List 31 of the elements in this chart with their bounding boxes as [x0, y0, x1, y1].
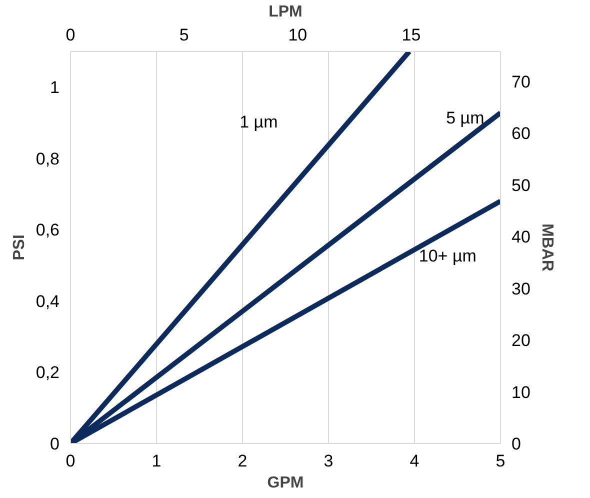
- x-tick-label: 3: [324, 452, 334, 470]
- y-tick-label: 0: [50, 434, 60, 454]
- y2-tick-label: 50: [512, 176, 530, 195]
- y2-tick-label: 30: [512, 279, 530, 298]
- y2-axis-title: MBAR: [538, 224, 556, 272]
- y2-tick-label: 0: [512, 434, 521, 454]
- series-label: 10+ µm: [418, 246, 476, 266]
- y-tick-label: 1: [50, 78, 60, 98]
- y2-tick-label: 60: [512, 124, 530, 144]
- x2-axis-title: LPM: [268, 4, 302, 20]
- y-tick-label: 0,6: [36, 220, 60, 240]
- x2-tick-label: 5: [179, 26, 189, 44]
- x-tick-label: 4: [410, 452, 420, 470]
- x2-tick-label: 10: [288, 26, 308, 44]
- y2-tick-label: 10: [512, 382, 530, 402]
- x2-tick-label: 15: [402, 26, 421, 44]
- x-tick-label: 1: [152, 452, 162, 470]
- text: 1 µm: [240, 112, 278, 132]
- series-label: 5 µm: [446, 108, 484, 128]
- y-tick-label: 0,8: [36, 149, 60, 168]
- x-tick-label: 0: [66, 452, 76, 470]
- x-axis-title: GPM: [267, 474, 304, 492]
- x-tick-label: 2: [238, 452, 248, 470]
- y2-tick-label: 20: [512, 331, 530, 350]
- x-tick-label: 5: [496, 452, 506, 470]
- y2-tick-label: 40: [512, 228, 530, 247]
- x2-tick-label: 0: [66, 26, 76, 44]
- y-tick-label: 0,4: [36, 292, 60, 311]
- y-axis-title: PSI: [10, 234, 28, 260]
- y2-tick-label: 70: [512, 72, 530, 92]
- y-tick-label: 0,2: [36, 363, 60, 382]
